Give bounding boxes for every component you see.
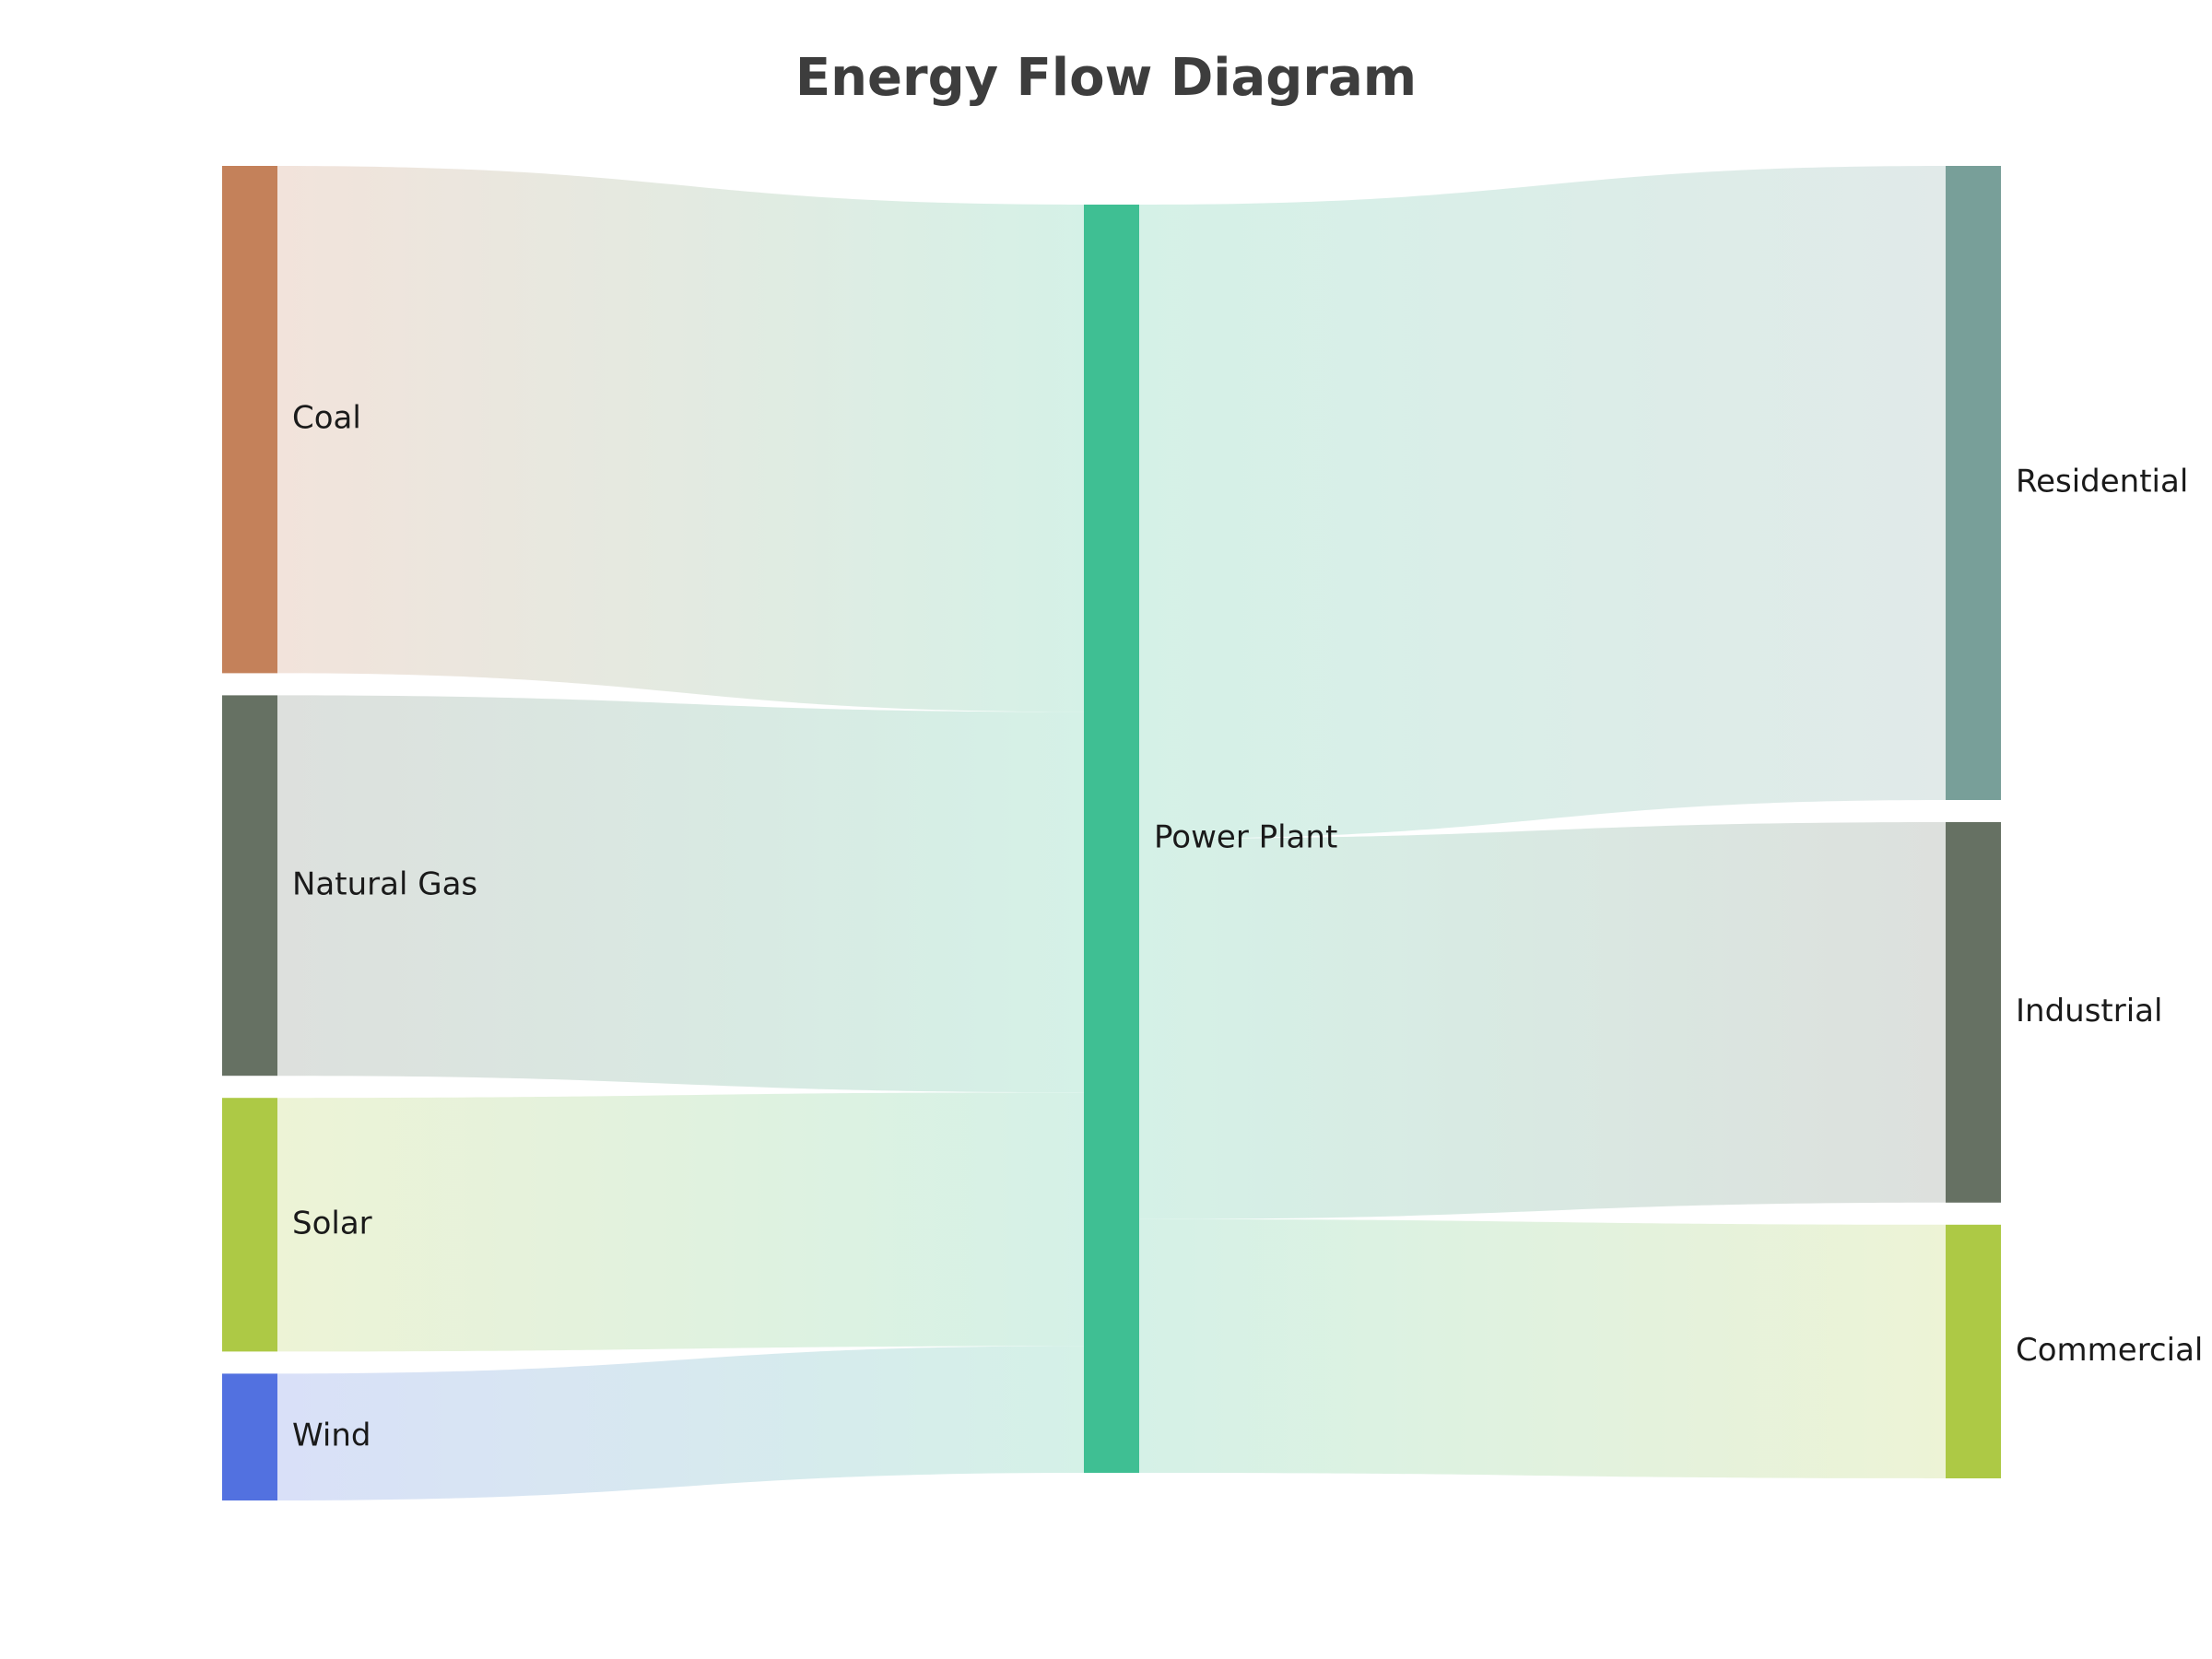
link-wind-to-power_plant[interactable] (277, 1346, 1084, 1500)
node-label-residential: Residential (2016, 464, 2188, 500)
link-solar-to-power_plant[interactable] (277, 1092, 1084, 1352)
node-industrial[interactable] (1946, 822, 2001, 1203)
node-power-plant[interactable] (1084, 205, 1139, 1473)
links-layer (277, 166, 1946, 1500)
node-coal[interactable] (222, 166, 277, 674)
node-residential[interactable] (1946, 166, 2001, 800)
link-natural_gas-to-power_plant[interactable] (277, 695, 1084, 1093)
node-solar[interactable] (222, 1098, 277, 1352)
node-label-industrial: Industrial (2016, 993, 2162, 1030)
link-coal-to-power_plant[interactable] (277, 166, 1084, 712)
node-label-coal: Coal (292, 400, 361, 437)
labels-layer: Coal Natural Gas Solar Wind Power Plant Resid… (292, 400, 2203, 1454)
node-label-wind: Wind (292, 1418, 371, 1454)
nodes-layer (222, 166, 2001, 1500)
link-power_plant-to-residential[interactable] (1139, 166, 1946, 839)
diagram-title: Energy Flow Diagram (794, 48, 1418, 108)
node-label-solar: Solar (292, 1205, 372, 1241)
node-label-commercial: Commercial (2016, 1332, 2203, 1369)
node-label-power-plant: Power Plant (1154, 819, 1337, 856)
node-wind[interactable] (222, 1373, 277, 1500)
node-natural-gas[interactable] (222, 695, 277, 1077)
link-power_plant-to-industrial[interactable] (1139, 822, 1946, 1219)
link-power_plant-to-commercial[interactable] (1139, 1218, 1946, 1478)
node-commercial[interactable] (1946, 1224, 2001, 1478)
node-label-natural-gas: Natural Gas (292, 865, 477, 902)
